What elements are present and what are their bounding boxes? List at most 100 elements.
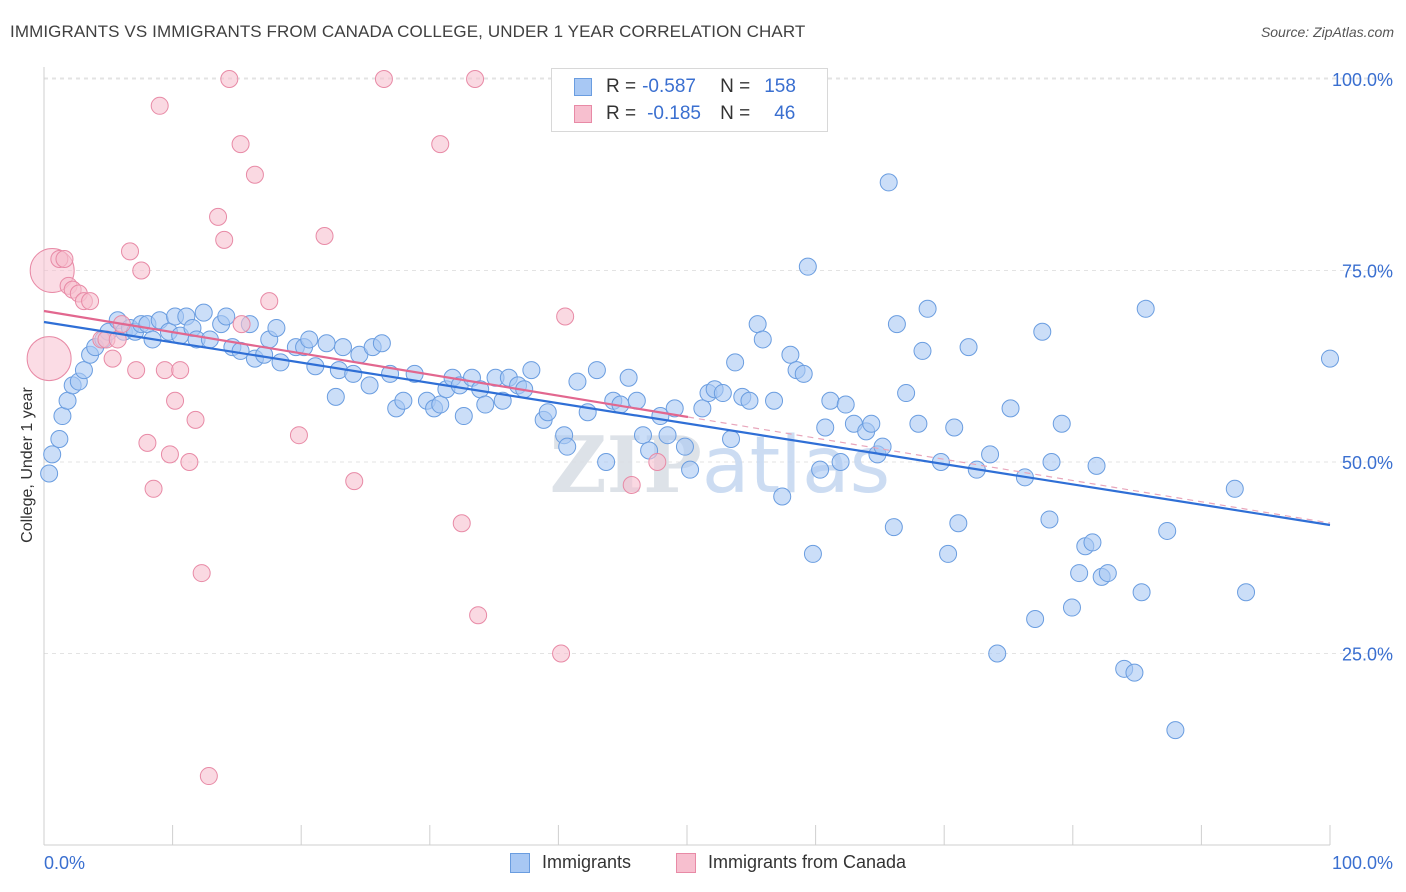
data-point bbox=[897, 384, 916, 403]
data-point bbox=[619, 368, 638, 387]
data-point bbox=[913, 341, 932, 360]
data-point bbox=[431, 135, 450, 154]
data-point bbox=[884, 518, 903, 537]
data-point bbox=[344, 364, 363, 383]
data-point bbox=[150, 96, 169, 115]
data-point bbox=[1070, 564, 1089, 583]
data-point bbox=[887, 315, 906, 334]
trend-line-canada-extension bbox=[687, 416, 1331, 524]
data-point bbox=[1225, 479, 1244, 498]
data-point bbox=[1158, 521, 1177, 540]
data-point bbox=[431, 395, 450, 414]
data-point bbox=[1026, 610, 1045, 629]
series-swatch-immigrants bbox=[510, 852, 530, 873]
data-point bbox=[360, 376, 379, 395]
data-point bbox=[26, 336, 72, 382]
data-point bbox=[160, 445, 179, 464]
data-point bbox=[831, 453, 850, 471]
data-point bbox=[879, 173, 898, 192]
series-legend: Immigrants Immigrants from Canada bbox=[0, 852, 1406, 876]
data-point bbox=[155, 361, 174, 380]
data-point bbox=[1098, 564, 1117, 583]
data-point bbox=[1001, 399, 1020, 418]
data-point bbox=[1052, 414, 1071, 433]
data-point bbox=[40, 464, 59, 483]
legend-r-value: -0.185 bbox=[647, 103, 701, 124]
data-point bbox=[722, 430, 741, 449]
legend-swatch-immigrants bbox=[574, 78, 592, 96]
data-point bbox=[552, 644, 571, 663]
data-point bbox=[374, 70, 393, 88]
legend-r-label: R = bbox=[606, 76, 637, 97]
data-point bbox=[681, 460, 700, 479]
legend-n-value: 158 bbox=[764, 76, 796, 97]
data-point bbox=[981, 445, 1000, 464]
data-point bbox=[693, 399, 712, 418]
data-point bbox=[209, 207, 228, 226]
data-point bbox=[186, 410, 205, 429]
data-point bbox=[648, 453, 667, 471]
data-point bbox=[452, 514, 471, 533]
data-point bbox=[132, 261, 151, 280]
data-point bbox=[556, 307, 575, 326]
data-point bbox=[1042, 453, 1061, 471]
data-point bbox=[1040, 510, 1059, 529]
data-point bbox=[215, 230, 234, 249]
data-point bbox=[587, 361, 606, 380]
data-point bbox=[81, 292, 100, 311]
data-point bbox=[245, 165, 264, 184]
y-tick-label: 100.0% bbox=[1332, 70, 1393, 90]
data-point bbox=[836, 395, 855, 414]
data-point bbox=[1136, 299, 1155, 318]
data-point bbox=[103, 349, 122, 368]
data-point bbox=[333, 338, 352, 357]
data-point bbox=[811, 460, 830, 479]
legend-row-immigrants: R = -0.587 N = 158 bbox=[574, 74, 796, 100]
data-point bbox=[454, 407, 473, 426]
x-tick-label: 0.0% bbox=[44, 853, 85, 873]
data-point bbox=[949, 514, 968, 533]
data-point bbox=[1033, 322, 1052, 341]
data-point bbox=[53, 407, 72, 426]
data-point bbox=[231, 135, 250, 154]
data-point bbox=[192, 564, 211, 583]
data-point bbox=[317, 334, 336, 353]
data-point bbox=[803, 544, 822, 563]
data-point bbox=[127, 361, 146, 380]
data-point bbox=[50, 430, 69, 449]
y-tick-label: 50.0% bbox=[1342, 453, 1393, 473]
data-point bbox=[1083, 533, 1102, 552]
data-point bbox=[1132, 583, 1151, 602]
data-point bbox=[1125, 663, 1144, 682]
data-point bbox=[568, 372, 587, 391]
data-point bbox=[1087, 456, 1106, 475]
data-point bbox=[300, 330, 319, 349]
data-point bbox=[753, 330, 772, 349]
data-point bbox=[493, 391, 512, 410]
data-point bbox=[1237, 583, 1256, 602]
data-point bbox=[522, 361, 541, 380]
data-point bbox=[726, 353, 745, 372]
data-point bbox=[740, 391, 759, 410]
data-point bbox=[658, 426, 677, 445]
data-point bbox=[180, 453, 199, 471]
data-point bbox=[58, 391, 77, 410]
y-tick-label: 25.0% bbox=[1342, 645, 1393, 665]
source-credit: Source: ZipAtlas.com bbox=[1260, 24, 1394, 40]
series-immigrants bbox=[40, 173, 1339, 740]
data-point bbox=[469, 606, 488, 625]
data-point bbox=[945, 418, 964, 437]
data-point bbox=[74, 361, 93, 380]
data-point bbox=[144, 479, 163, 498]
trend-line-canada bbox=[43, 309, 689, 419]
legend-n-value: 46 bbox=[774, 103, 796, 124]
data-point bbox=[267, 318, 286, 337]
series-legend-canada: Immigrants from Canada bbox=[676, 852, 906, 873]
data-point bbox=[194, 303, 213, 322]
data-point bbox=[597, 453, 616, 471]
data-point bbox=[55, 250, 74, 269]
data-point bbox=[665, 399, 684, 418]
data-point bbox=[862, 414, 881, 433]
data-point bbox=[43, 445, 62, 464]
data-point bbox=[821, 391, 840, 410]
